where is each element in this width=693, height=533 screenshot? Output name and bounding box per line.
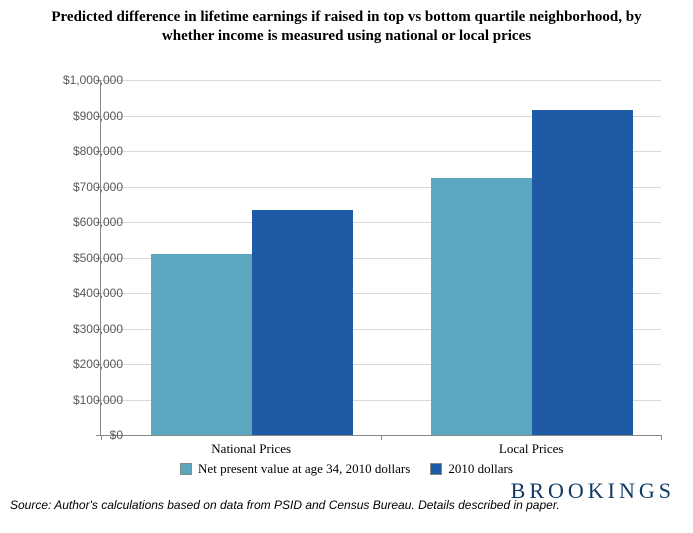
legend-item: Net present value at age 34, 2010 dollar… <box>180 460 410 477</box>
bar <box>252 210 353 435</box>
x-category-label: Local Prices <box>499 441 564 457</box>
xtick-mark <box>661 435 662 440</box>
bar <box>151 254 252 435</box>
source-note: Source: Author's calculations based on d… <box>10 498 683 513</box>
gridline <box>101 80 661 81</box>
legend-item: 2010 dollars <box>430 460 513 477</box>
ytick-label: $600,000 <box>73 215 123 229</box>
legend-swatch <box>430 463 442 475</box>
bar <box>431 178 532 435</box>
legend-label: 2010 dollars <box>448 461 513 476</box>
ytick-label: $900,000 <box>73 109 123 123</box>
chart-title: Predicted difference in lifetime earning… <box>40 8 653 46</box>
ytick-label: $800,000 <box>73 144 123 158</box>
ytick-label: $100,000 <box>73 393 123 407</box>
x-category-label: National Prices <box>211 441 291 457</box>
bar <box>532 110 633 435</box>
ytick-label: $400,000 <box>73 286 123 300</box>
legend-label: Net present value at age 34, 2010 dollar… <box>198 461 410 476</box>
ytick-label: $1,000,000 <box>63 73 123 87</box>
ytick-label: $500,000 <box>73 251 123 265</box>
ytick-label: $300,000 <box>73 322 123 336</box>
chart-container: Predicted difference in lifetime earning… <box>0 0 693 533</box>
ytick-label: $200,000 <box>73 357 123 371</box>
ytick-label: $700,000 <box>73 180 123 194</box>
plot-area <box>100 80 661 436</box>
legend-swatch <box>180 463 192 475</box>
xtick-mark <box>381 435 382 440</box>
ytick-label: $0 <box>110 428 123 442</box>
xtick-mark <box>101 435 102 440</box>
legend: Net present value at age 34, 2010 dollar… <box>0 460 693 477</box>
